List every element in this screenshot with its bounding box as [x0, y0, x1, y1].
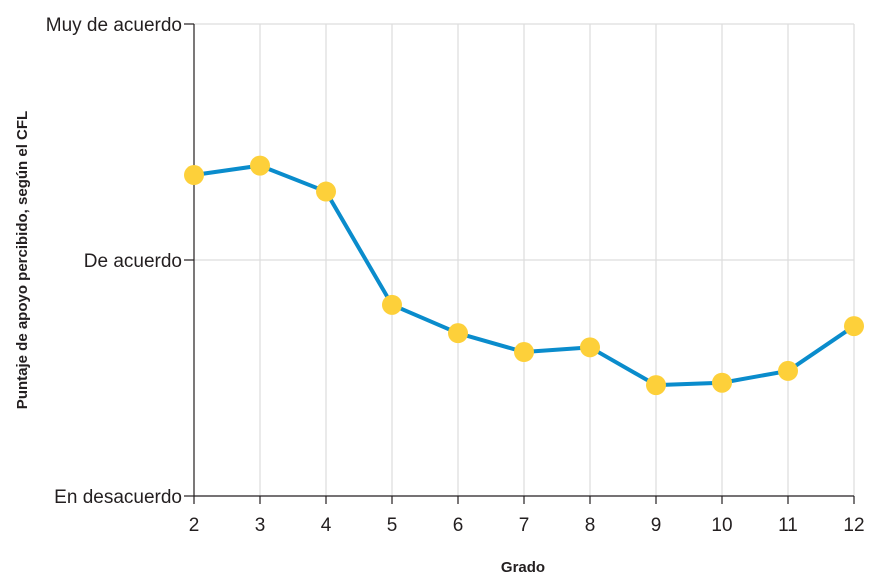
y-tick-label: En desacuerdo [54, 487, 182, 508]
x-tick-label: 12 [843, 515, 864, 536]
y-tick-label: De acuerdo [84, 251, 182, 272]
x-tick-label: 11 [778, 515, 798, 536]
x-tick-label: 2 [189, 515, 200, 536]
data-point [316, 181, 336, 202]
x-tick-label: 7 [519, 515, 530, 536]
grid-lines [194, 23, 855, 496]
x-tick-label: 4 [321, 515, 332, 536]
data-point [646, 375, 666, 396]
data-point [184, 165, 204, 186]
y-tick-label: Muy de acuerdo [46, 15, 182, 36]
data-point [844, 316, 864, 337]
data-point [580, 337, 600, 358]
x-tick-label: 8 [585, 515, 596, 536]
data-point [382, 294, 402, 315]
data-point [514, 342, 534, 363]
data-point [778, 360, 798, 381]
x-tick-label: 5 [387, 515, 398, 536]
data-point [448, 323, 468, 344]
series [184, 155, 864, 396]
x-axis-title: Grado [501, 559, 545, 576]
x-tick-label: 6 [453, 515, 464, 536]
data-point [712, 372, 732, 393]
y-tick-labels: En desacuerdo De acuerdo Muy de acuerdo [46, 15, 194, 508]
x-tick-label: 9 [651, 515, 662, 536]
x-tick-label: 3 [255, 515, 266, 536]
data-point [250, 155, 270, 176]
y-axis-title: Puntaje de apoyo percibido, según el CFL [14, 111, 31, 409]
x-tick-label: 10 [711, 515, 732, 536]
x-tick-labels: 2 3 4 5 6 7 8 9 10 11 12 [189, 496, 865, 536]
